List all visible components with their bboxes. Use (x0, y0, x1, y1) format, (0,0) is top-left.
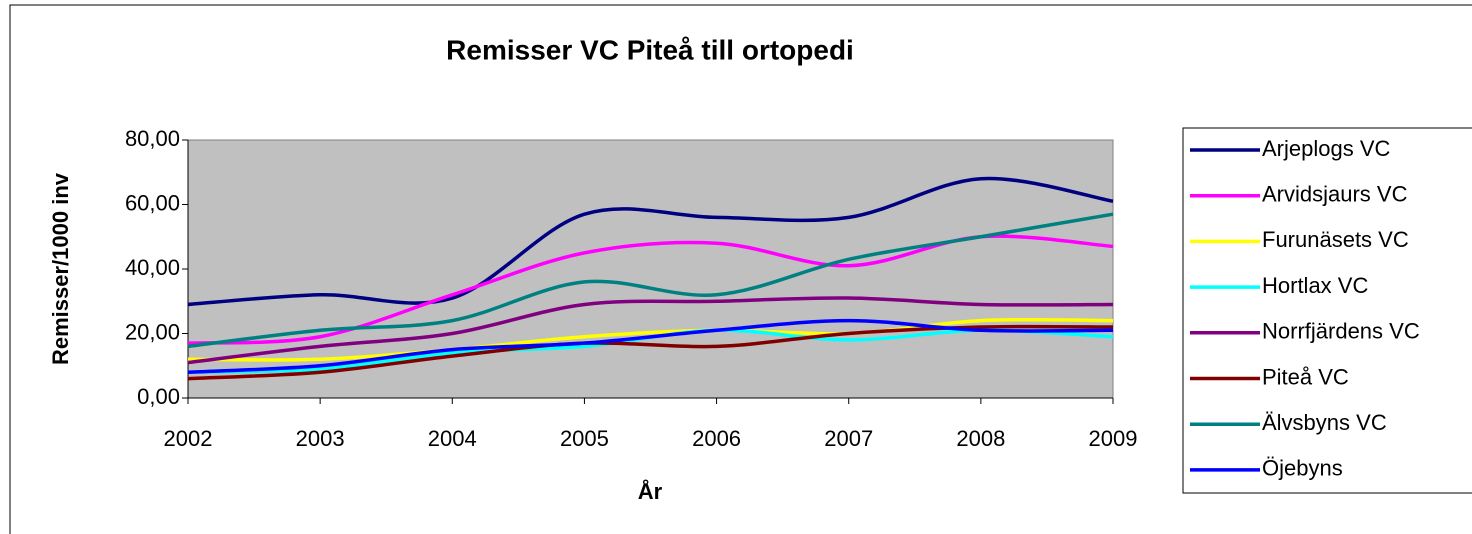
y-axis-label: Remisser/1000 inv (48, 172, 73, 365)
x-tick-label: 2003 (296, 426, 345, 451)
series-line (187, 176, 1114, 307)
chart-title: Remisser VC Piteå till ortopedi (446, 34, 854, 65)
legend-label: Arjeplogs VC (1262, 136, 1391, 161)
series-line (187, 317, 1114, 362)
legend-label: Älvsbyns VC (1262, 410, 1387, 435)
x-tick-label: 2002 (164, 426, 213, 451)
series-line (187, 296, 1114, 365)
legend-label: Öjebyns (1262, 456, 1343, 481)
series-line (187, 212, 1114, 349)
x-tick-label: 2008 (956, 426, 1005, 451)
y-tick-label: 20,00 (125, 319, 180, 344)
x-tick-label: 2005 (560, 426, 609, 451)
legend-label: Hortlax VC (1262, 273, 1368, 298)
x-tick-label: 2009 (1089, 426, 1138, 451)
y-tick-label: 80,00 (125, 126, 180, 151)
legend-label: Piteå VC (1262, 364, 1349, 389)
x-tick-label: 2004 (428, 426, 477, 451)
x-tick-label: 2007 (824, 426, 873, 451)
y-tick-label: 0,00 (137, 384, 180, 409)
series-line (187, 318, 1114, 374)
legend-label: Furunäsets VC (1262, 227, 1409, 252)
y-tick-label: 60,00 (125, 190, 180, 215)
y-tick-label: 40,00 (125, 255, 180, 280)
legend (1182, 127, 1472, 494)
x-tick-label: 2006 (692, 426, 741, 451)
legend-label: Arvidsjaurs VC (1262, 182, 1408, 207)
x-axis-label: År (638, 478, 663, 504)
series-line (187, 324, 1114, 381)
legend-label: Norrfjärdens VC (1262, 319, 1420, 344)
